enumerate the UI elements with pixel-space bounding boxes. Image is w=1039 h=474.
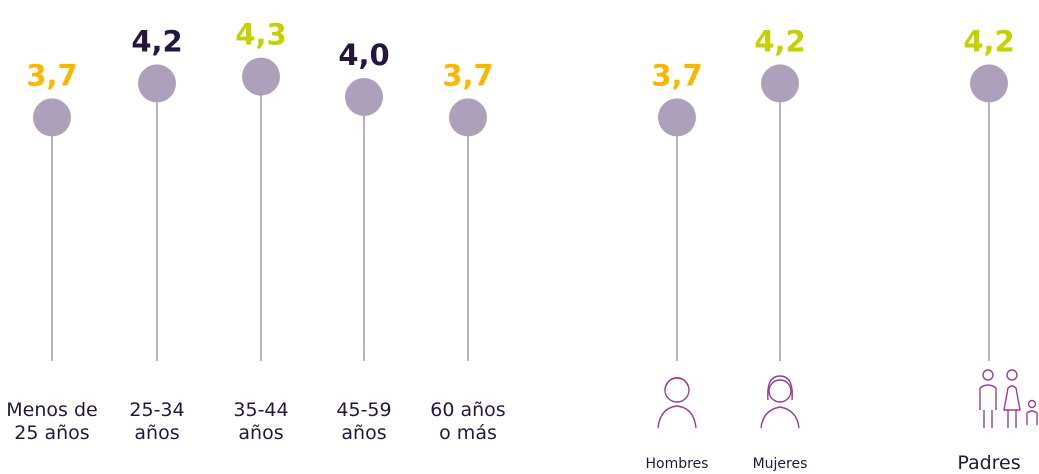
dot xyxy=(658,98,696,137)
value-label: 3,7 xyxy=(26,58,77,92)
value-label: 3,7 xyxy=(442,58,493,92)
dot xyxy=(761,64,799,103)
value-label: 3,7 xyxy=(651,58,702,92)
dot xyxy=(138,64,176,103)
category-label: 35-44 años xyxy=(233,399,289,444)
value-label: 4,2 xyxy=(754,24,805,58)
dot xyxy=(970,64,1008,103)
category-label: 25-34 años xyxy=(129,399,185,444)
category-label: 45-59 años xyxy=(336,399,392,444)
category-label: 60 años o más xyxy=(430,399,506,444)
icon-family xyxy=(979,369,1038,428)
category-label: Mujeres xyxy=(752,455,808,472)
value-label: 4,2 xyxy=(131,24,182,58)
category-label: Padres xyxy=(957,451,1021,474)
value-label: 4,2 xyxy=(963,24,1014,58)
dot xyxy=(449,98,487,137)
category-label: Hombres xyxy=(645,455,709,472)
value-label: 4,3 xyxy=(235,18,286,52)
icon-woman xyxy=(760,375,800,429)
category-label: Menos de 25 años xyxy=(6,399,98,444)
icon-man xyxy=(657,376,697,429)
value-label: 4,0 xyxy=(338,38,389,72)
dot xyxy=(345,78,383,116)
dot xyxy=(242,57,280,96)
dot xyxy=(33,98,71,137)
